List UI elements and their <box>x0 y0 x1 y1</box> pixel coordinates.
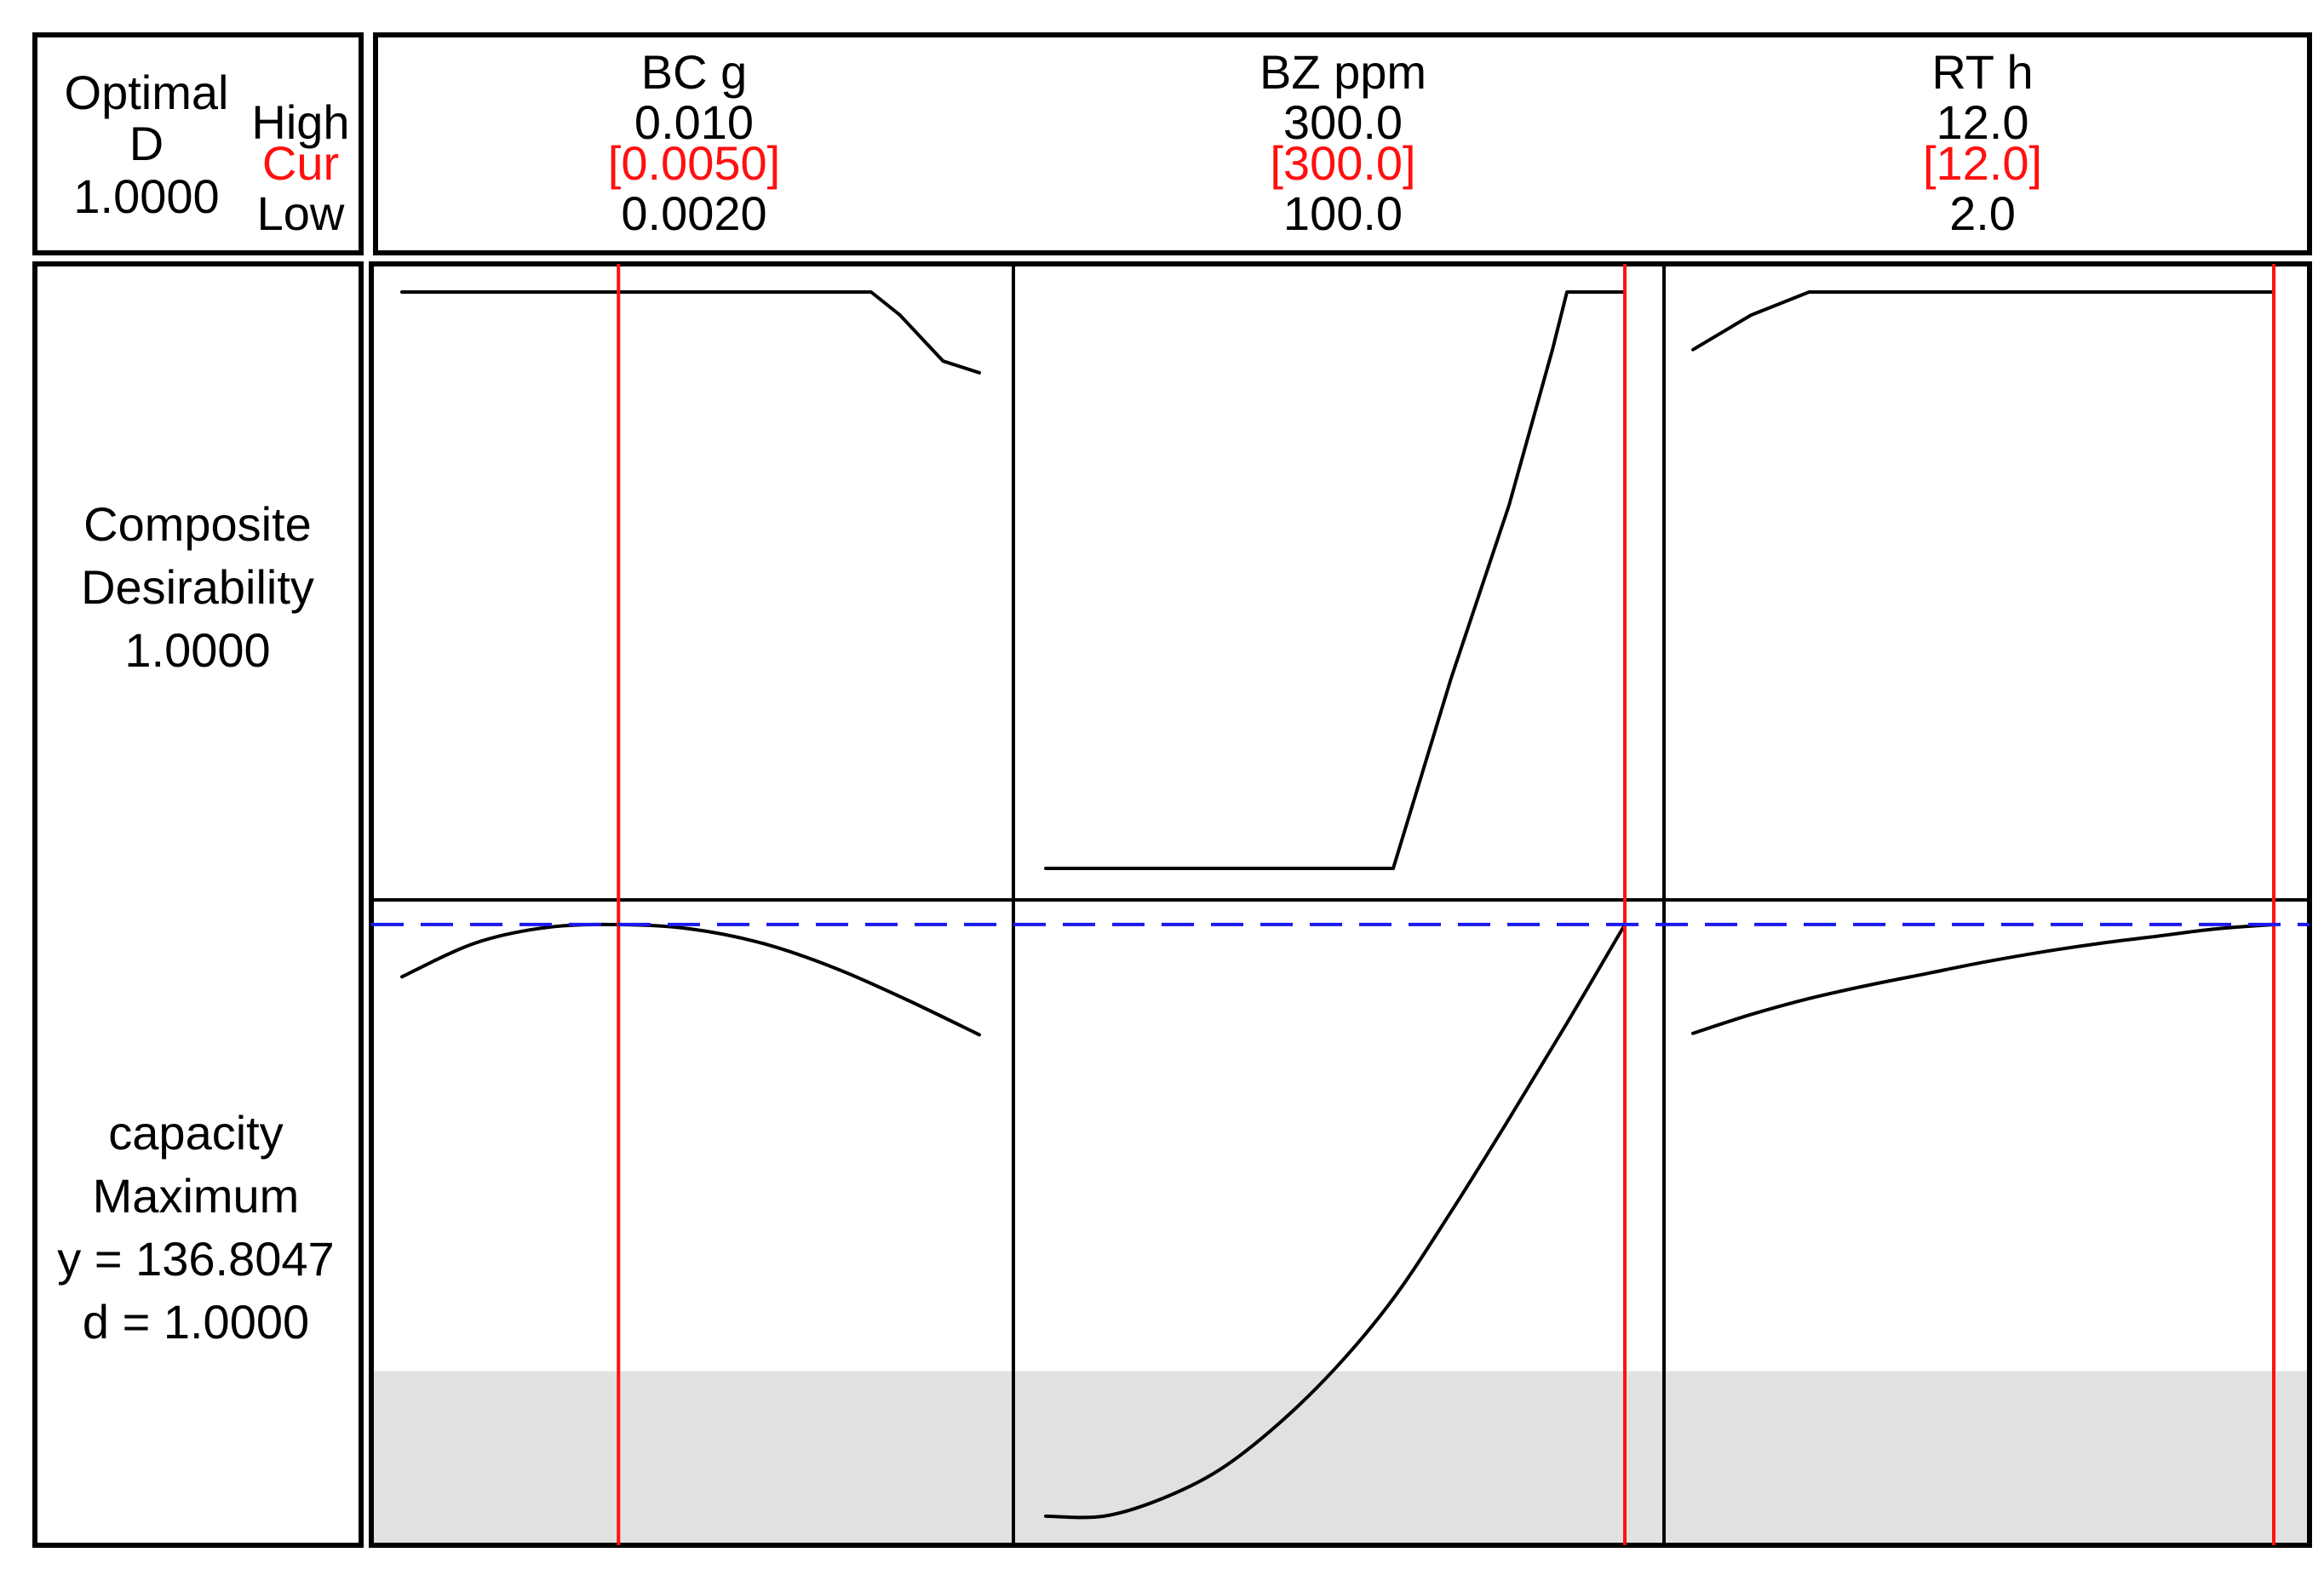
factor-name-bz: BZ ppm <box>1260 45 1426 99</box>
response-y-value: y = 136.8047 <box>57 1232 334 1286</box>
factor-low-bc: 0.0020 <box>621 186 766 240</box>
factor-low-rt: 2.0 <box>1949 186 2016 240</box>
factor-high-bc: 0.010 <box>634 95 754 149</box>
factor-name-rt: RT h <box>1931 45 2033 99</box>
cur-label: Cur <box>262 136 339 190</box>
factor-name-bc: BC g <box>641 45 748 99</box>
shaded-region-rt <box>1664 1371 2310 1545</box>
factor-high-bz: 300.0 <box>1283 95 1403 149</box>
factor-cur-bz: [300.0] <box>1270 136 1415 190</box>
factor-header-bc: BC g 0.010 [0.0050] 0.0020 <box>608 45 780 240</box>
desirability-curve-rt <box>1691 290 2275 352</box>
shaded-region-layer <box>371 1371 2310 1545</box>
factor-low-bz: 100.0 <box>1283 186 1403 240</box>
high-label: High <box>251 95 349 149</box>
response-d-value: d = 1.0000 <box>83 1295 309 1349</box>
capacity-curve-bc <box>400 922 981 1037</box>
capacity-curve-rt <box>1691 923 2275 1035</box>
composite-label-line1: Composite <box>83 497 312 551</box>
factor-header-frame <box>373 32 2312 255</box>
optimal-frame <box>32 32 364 255</box>
shaded-region-bc <box>371 1371 1013 1545</box>
desirability-curve-bz <box>1044 290 1627 870</box>
factor-header-rt: RT h 12.0 [12.0] 2.0 <box>1923 45 2042 240</box>
response-label-frame <box>32 261 364 1548</box>
capacity-curve-bz <box>1044 923 1627 1520</box>
optimal-d-symbol: D <box>129 117 164 170</box>
plot-frame <box>369 261 2312 1548</box>
factor-cur-rt: [12.0] <box>1923 136 2042 190</box>
factor-high-rt: 12.0 <box>1937 95 2029 149</box>
desirability-curve-bc <box>400 290 981 375</box>
optimal-title: Optimal <box>65 66 229 119</box>
reference-line-layer <box>371 264 2310 1545</box>
curve-layer <box>400 290 2275 1520</box>
composite-value: 1.0000 <box>124 623 270 677</box>
optimal-d-value: 1.0000 <box>73 169 219 223</box>
shaded-region-bz <box>1013 1371 1664 1545</box>
factor-cur-bc: [0.0050] <box>608 136 780 190</box>
low-label: Low <box>257 186 345 240</box>
response-name: capacity <box>108 1106 283 1160</box>
factor-header-bz: BZ ppm 300.0 [300.0] 100.0 <box>1260 45 1426 240</box>
composite-label-line2: Desirability <box>81 560 314 614</box>
response-goal: Maximum <box>93 1169 300 1223</box>
